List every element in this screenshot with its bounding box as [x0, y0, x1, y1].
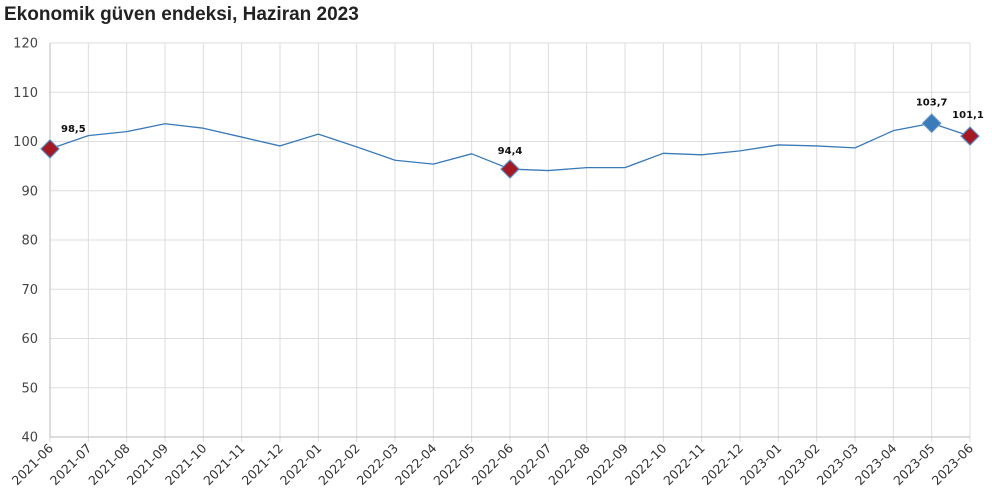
- x-tick-label: 2023-06: [929, 440, 977, 488]
- grid: [49, 42, 971, 442]
- x-tick-label: 2021-11: [200, 441, 248, 489]
- y-tick-label: 90: [21, 184, 38, 199]
- y-tick-label: 80: [21, 234, 38, 249]
- data-label: 94,4: [498, 146, 523, 157]
- data-point-marker: [500, 159, 520, 179]
- y-tick-label: 100: [13, 135, 38, 150]
- x-tick-label: 2023-05: [890, 441, 938, 489]
- y-tick-label: 50: [21, 381, 38, 396]
- markers: [40, 113, 980, 179]
- x-tick-label: 2022-02: [315, 441, 363, 489]
- x-tick-label: 2023-02: [775, 441, 823, 489]
- data-label: 103,7: [916, 97, 948, 108]
- y-tick-labels: 40 50 60 70 80 90 100 110 120: [13, 37, 38, 446]
- x-tick-label: 2022-11: [660, 441, 708, 489]
- y-tick-label: 70: [21, 283, 38, 298]
- y-tick-label: 120: [13, 37, 38, 52]
- x-tick-label: 2022-05: [430, 441, 478, 489]
- chart-title: Ekonomik güven endeksi, Haziran 2023: [4, 4, 359, 25]
- data-point-marker: [40, 139, 60, 159]
- data-label: 98,5: [61, 124, 86, 135]
- x-tick-labels: 2021-062021-072021-082021-092021-102021-…: [9, 440, 977, 488]
- y-tick-label: 40: [21, 431, 38, 446]
- data-point-marker: [921, 113, 942, 134]
- data-labels: 98,5 94,4 103,7 101,1: [61, 97, 984, 157]
- data-point-marker: [960, 126, 980, 146]
- y-tick-label: 110: [13, 86, 38, 101]
- axes: [49, 43, 970, 438]
- y-tick-label: 60: [21, 332, 38, 347]
- data-label: 101,1: [952, 110, 984, 121]
